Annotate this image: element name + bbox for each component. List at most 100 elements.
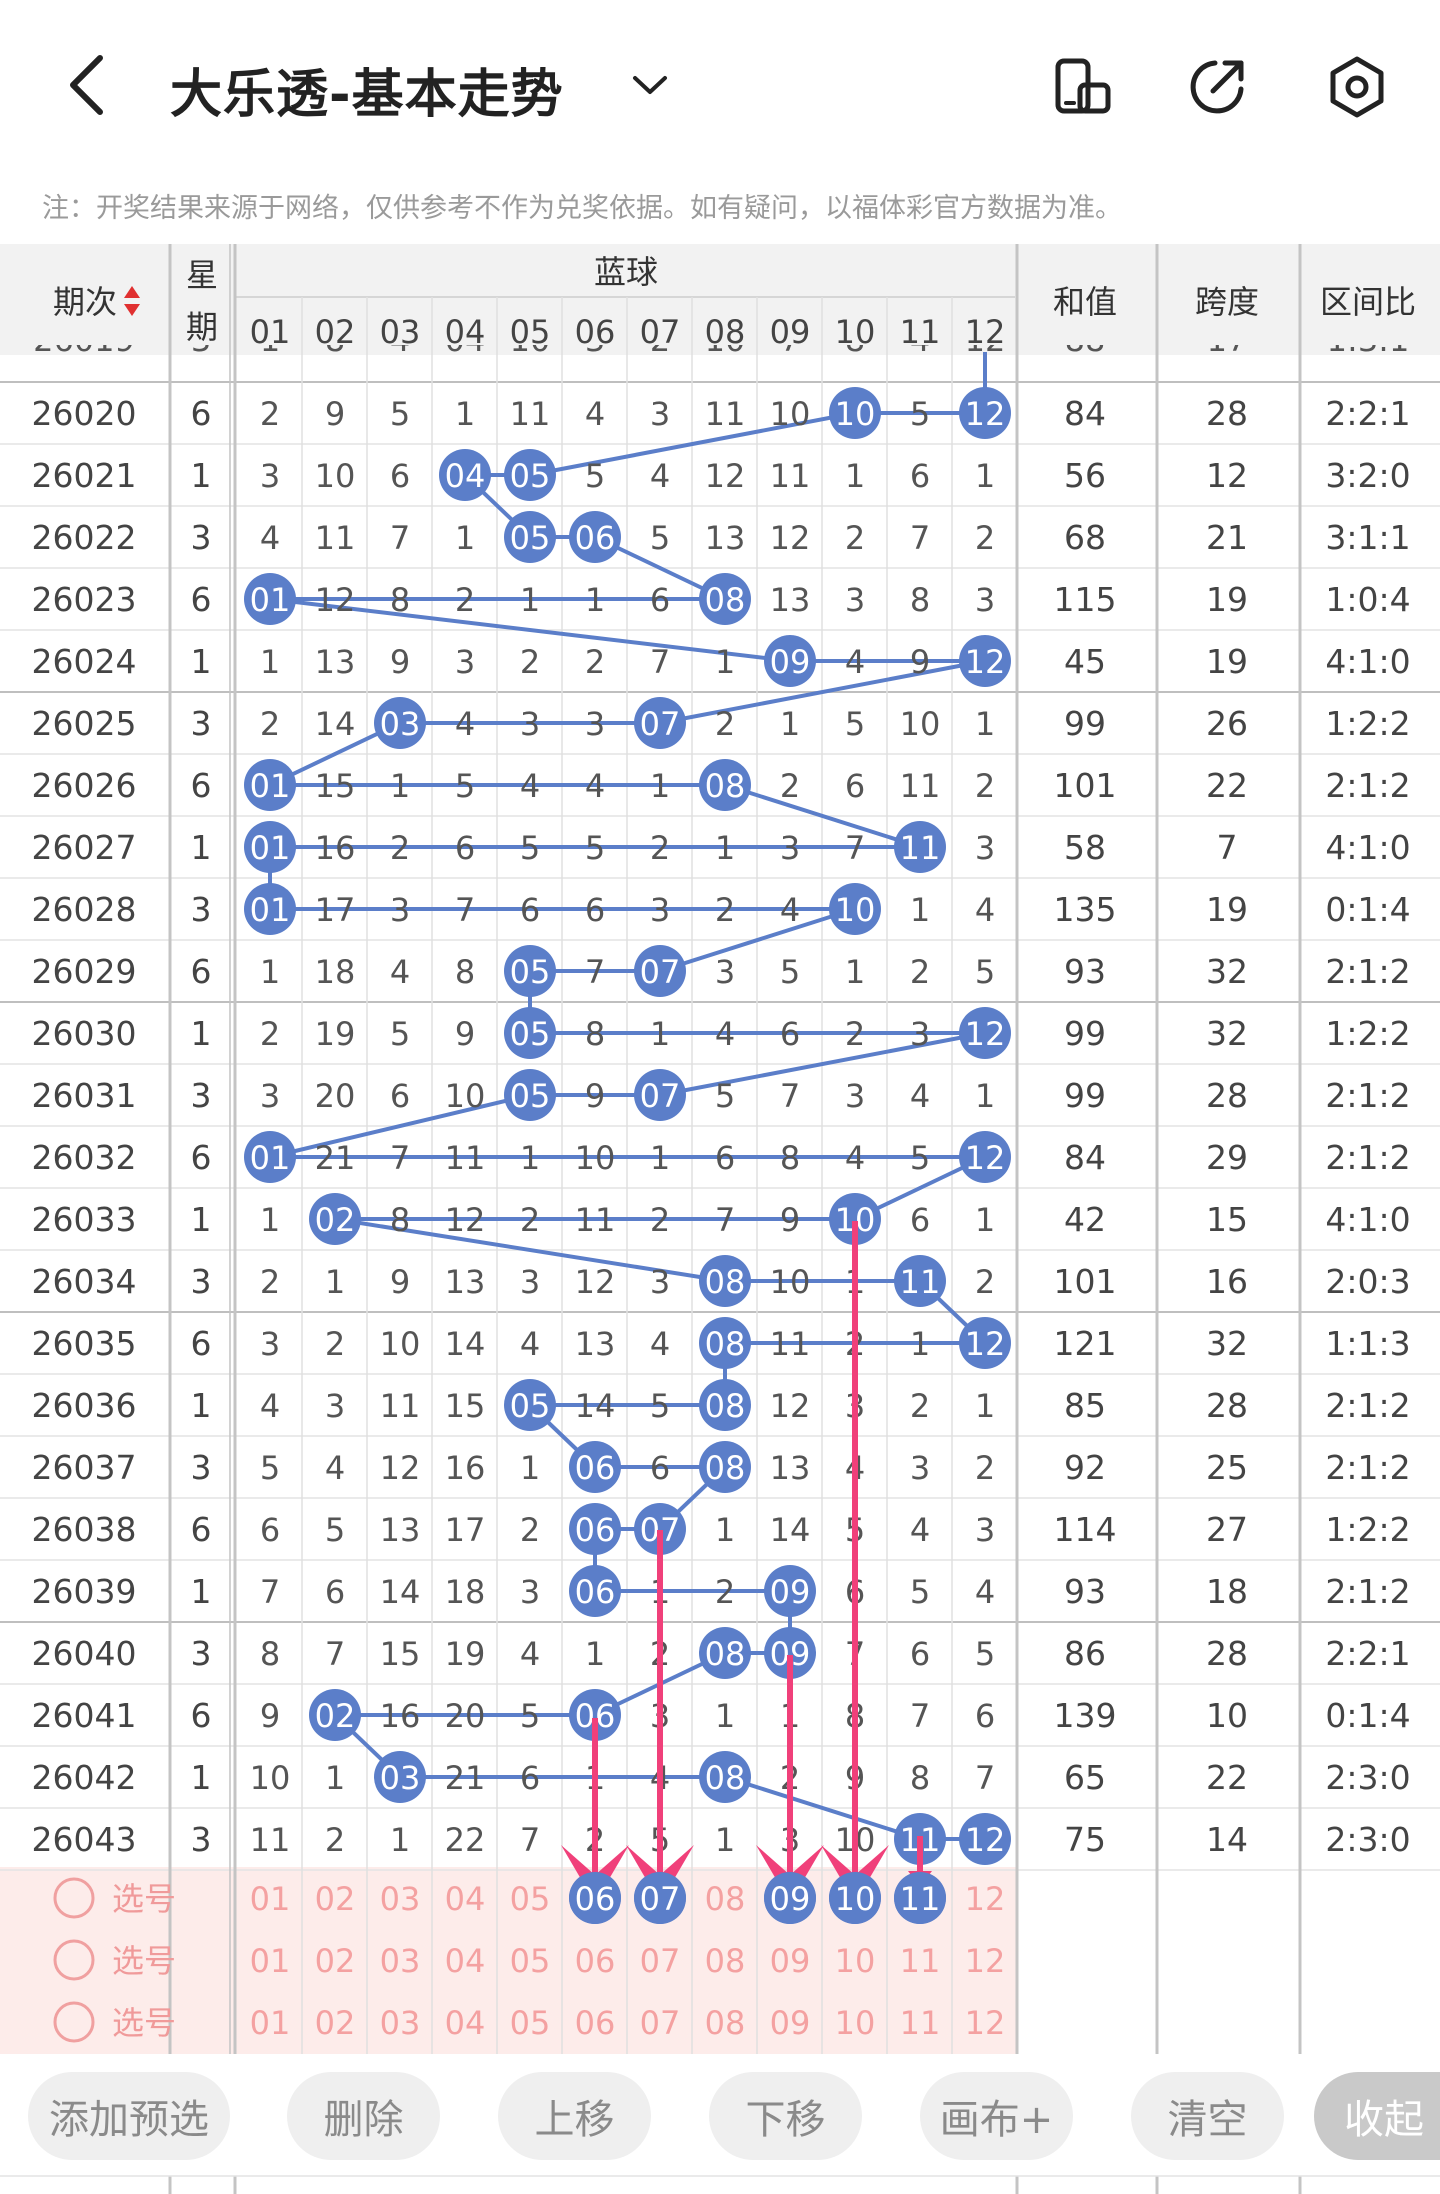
table-row[interactable]: 26036 1 4 3 11 15 05 14 5 08 12 3 2 1 85 28 2:1:2 [32, 1379, 1411, 1431]
table-row[interactable]: 26043 3 11 2 1 22 7 2 5 1 3 10 11 12 75 14 2:3:0 [32, 1813, 1411, 1865]
miss-count: 10 [900, 705, 941, 743]
picked-ball[interactable] [634, 1872, 686, 1924]
table-row[interactable]: 26040 3 8 7 15 19 4 1 2 08 09 7 6 5 86 28 2:2:1 [32, 1627, 1411, 1679]
miss-count: 1 [520, 581, 540, 619]
pick-number[interactable]: 10 [835, 2004, 876, 2042]
picked-ball-top[interactable] [764, 1872, 816, 1924]
pick-number[interactable]: 10 [835, 1942, 876, 1980]
miss-count: 6 [910, 1201, 930, 1239]
table-row[interactable]: 26042 1 10 1 03 21 6 1 4 08 2 9 8 7 65 22 2:3:0 [32, 1751, 1411, 1803]
blue-ball-number: 08 [705, 1635, 746, 1673]
pick-radio[interactable] [53, 1877, 95, 1919]
picked-ball[interactable] [569, 1872, 621, 1924]
add-preselect-button[interactable]: 添加预选 [28, 2072, 230, 2160]
table-row[interactable]: 26031 3 3 20 6 10 05 9 07 5 7 3 4 1 99 28 2:1:2 [32, 1069, 1411, 1121]
delete-button[interactable]: 删除 [287, 2072, 440, 2160]
pick-number[interactable]: 09 [770, 2004, 811, 2042]
table-row[interactable]: 26037 3 5 4 12 16 1 06 6 08 13 4 3 2 92 25 2:1:2 [32, 1441, 1411, 1493]
pick-number[interactable]: 12 [965, 1880, 1006, 1918]
pick-number[interactable]: 06 [575, 2004, 616, 2042]
pick-number[interactable]: 04 [445, 1880, 486, 1918]
pick-number[interactable]: 09 [770, 1942, 811, 1980]
pick-number[interactable]: 07 [640, 2004, 681, 2042]
settings-icon[interactable] [1325, 55, 1389, 119]
pick-number[interactable]: 12 [965, 2004, 1006, 2042]
blue-ball-number: 05 [510, 519, 551, 557]
miss-count: 2 [650, 1635, 670, 1673]
picked-ball[interactable] [829, 1872, 881, 1924]
table-row[interactable]: 26021 1 3 10 6 04 05 5 4 12 11 1 6 1 56 12 3:2:0 [32, 449, 1411, 501]
phone-rotate-icon[interactable] [1050, 55, 1114, 119]
picked-ball[interactable] [764, 1872, 816, 1924]
pick-number[interactable]: 01 [250, 1880, 291, 1918]
pick-number[interactable]: 06 [575, 1942, 616, 1980]
table-row[interactable]: 26028 3 01 17 3 7 6 6 3 2 4 10 1 4 135 19 0:1:4 [32, 883, 1411, 935]
pick-number[interactable]: 08 [705, 1942, 746, 1980]
pick-number[interactable]: 07 [640, 1942, 681, 1980]
back-icon[interactable] [55, 50, 125, 120]
miss-count: 1 [585, 1759, 605, 1797]
move-down-button[interactable]: 下移 [709, 2072, 862, 2160]
picked-ball-top[interactable] [894, 1872, 946, 1924]
pick-number[interactable]: 05 [510, 1942, 551, 1980]
pick-number[interactable]: 05 [510, 1880, 551, 1918]
picked-ball-top[interactable] [569, 1872, 621, 1924]
table-row[interactable]: 26025 3 2 14 03 4 3 3 07 2 1 5 10 1 99 26 1:2:2 [32, 697, 1411, 749]
collapse-button[interactable]: 收起 [1314, 2072, 1440, 2160]
canvas-button[interactable]: 画布+ [920, 2072, 1073, 2160]
miss-count: 3 [650, 1263, 670, 1301]
period-header[interactable]: 期次 [53, 283, 117, 321]
ratio-cell: 4:1:0 [1325, 828, 1410, 867]
table-row[interactable]: 26039 1 7 6 14 18 3 06 1 2 09 6 5 4 93 18 2:1:2 [32, 1565, 1411, 1617]
table-row[interactable]: 26034 3 2 1 9 13 3 12 3 08 10 1 11 2 101 16 2:0:3 [32, 1255, 1411, 1307]
table-row[interactable]: 26032 6 01 21 7 11 1 10 1 6 8 4 5 12 84 29 2:1:2 [32, 1131, 1411, 1183]
share-icon[interactable] [1185, 55, 1249, 119]
table-row[interactable]: 26027 1 01 16 2 6 5 5 2 1 3 7 11 3 58 7 4:1:0 [32, 821, 1411, 873]
pick-number[interactable]: 03 [380, 1880, 421, 1918]
picked-ball-top[interactable] [829, 1872, 881, 1924]
pick-number[interactable]: 12 [965, 1942, 1006, 1980]
table-row[interactable]: 26020 6 2 9 5 1 11 4 3 11 10 10 5 12 84 28 2:2:1 [32, 387, 1411, 439]
pick-number[interactable]: 04 [445, 1942, 486, 1980]
week-cell: 6 [191, 580, 212, 619]
pick-number[interactable]: 11 [900, 1942, 941, 1980]
clear-button[interactable]: 清空 [1131, 2072, 1284, 2160]
pick-row[interactable]: 选号 01 02 03 04 05 06 07 08 09 10 11 12 [53, 1939, 1006, 1981]
pick-number[interactable]: 01 [250, 1942, 291, 1980]
sum-header: 和值 [1053, 283, 1117, 321]
chevron-down-icon[interactable] [625, 60, 675, 110]
pick-number[interactable]: 02 [315, 1942, 356, 1980]
pick-number[interactable]: 05 [510, 2004, 551, 2042]
pick-row[interactable]: 选号 01 02 03 04 05 06 07 08 09 10 11 12 [53, 2001, 1006, 2043]
pick-number[interactable]: 03 [380, 2004, 421, 2042]
pick-radio[interactable] [53, 2001, 95, 2043]
pick-row[interactable]: 选号 01 02 03 04 05 06 07 08 09 10 11 12 [53, 1872, 1006, 1924]
pick-number[interactable]: 02 [315, 1880, 356, 1918]
pick-number[interactable]: 08 [705, 1880, 746, 1918]
sort-down-icon[interactable] [124, 304, 140, 316]
picked-ball[interactable] [894, 1872, 946, 1924]
table-row[interactable]: 26033 1 1 02 8 12 2 11 2 7 9 10 6 1 42 15 4:1:0 [32, 1193, 1411, 1245]
pick-number[interactable]: 11 [900, 2004, 941, 2042]
table-row[interactable]: 26041 6 9 02 16 20 5 06 3 1 1 8 7 6 139 10 0:1:4 [32, 1689, 1411, 1741]
table-row[interactable]: 26026 6 01 15 1 5 4 4 1 08 2 6 11 2 101 22 2:1:2 [32, 759, 1411, 811]
table-row[interactable]: 26035 6 3 2 10 14 4 13 4 08 11 2 1 12 121 32 1:1:3 [32, 1317, 1411, 1369]
move-up-button[interactable]: 上移 [498, 2072, 651, 2160]
blue-ball-number: 05 [510, 1387, 551, 1425]
pick-number[interactable]: 08 [705, 2004, 746, 2042]
pick-number[interactable]: 01 [250, 2004, 291, 2042]
table-row[interactable]: 26023 6 01 12 8 2 1 1 6 08 13 3 8 3 115 19 1:0:4 [32, 573, 1411, 625]
sort-up-icon[interactable] [124, 286, 140, 298]
pick-number[interactable]: 02 [315, 2004, 356, 2042]
table-row[interactable]: 26030 1 2 19 5 9 05 8 1 4 6 2 3 12 99 32 1:2:2 [32, 1007, 1411, 1059]
ratio-cell: 2:3:0 [1325, 1758, 1410, 1797]
table-row[interactable]: 26022 3 4 11 7 1 05 06 5 13 12 2 7 2 68 21 3:1:1 [32, 511, 1411, 563]
table-row[interactable]: 26029 6 1 18 4 8 05 7 07 3 5 1 2 5 93 32 2:1:2 [32, 945, 1411, 997]
picked-ball-top[interactable] [634, 1872, 686, 1924]
pick-number[interactable]: 03 [380, 1942, 421, 1980]
miss-count: 2 [455, 581, 475, 619]
pick-number[interactable]: 04 [445, 2004, 486, 2042]
pick-radio[interactable] [53, 1939, 95, 1981]
table-row[interactable]: 26024 1 1 13 9 3 2 2 7 1 09 4 9 12 45 19 4:1:0 [32, 635, 1411, 687]
table-row[interactable]: 26038 6 6 5 13 17 2 06 07 1 14 5 4 3 114 27 1:2:2 [32, 1503, 1411, 1555]
